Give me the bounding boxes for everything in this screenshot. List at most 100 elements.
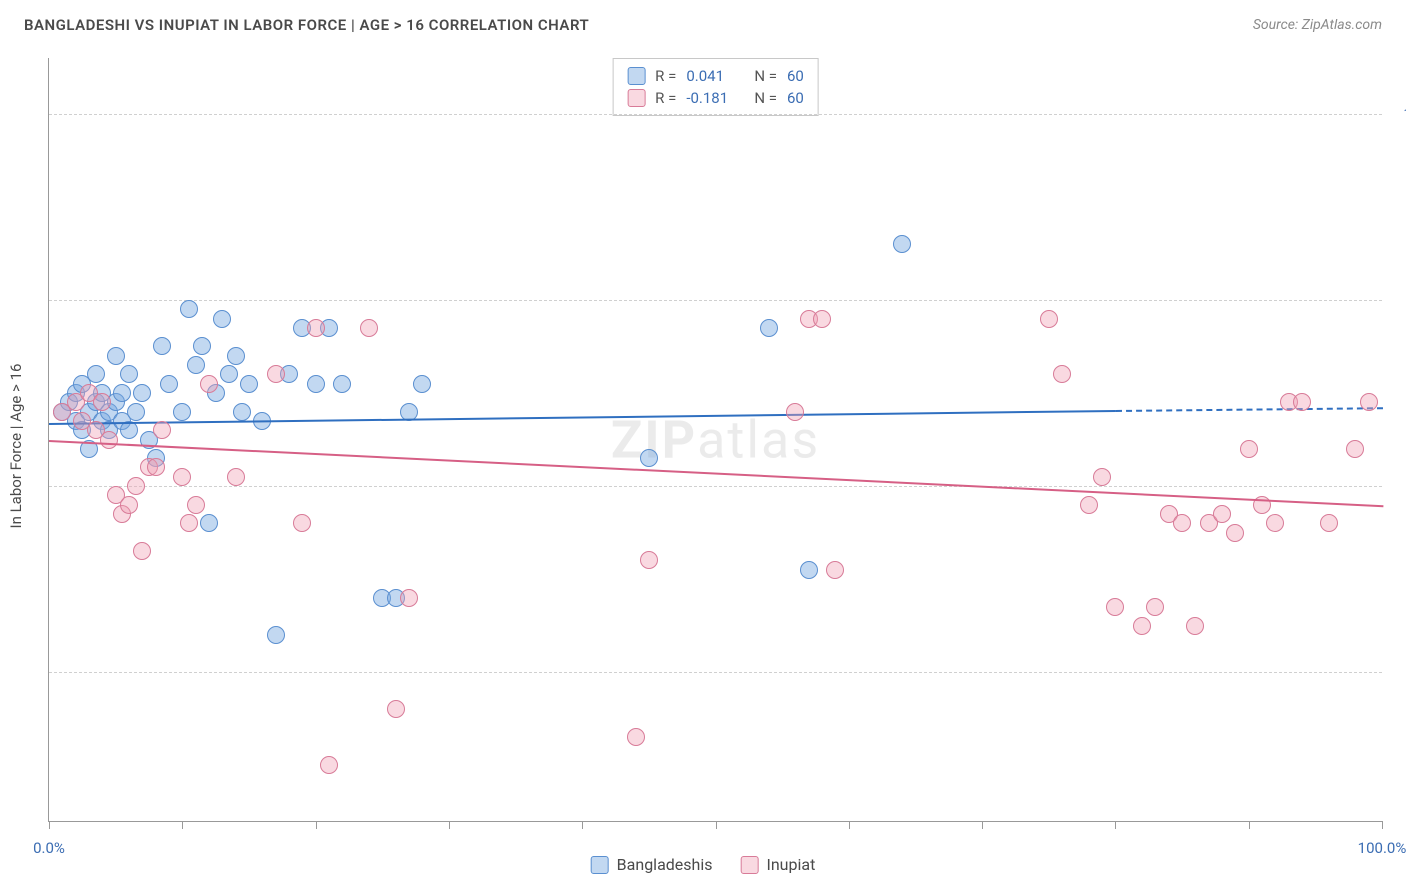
data-point	[333, 375, 351, 393]
data-point	[1293, 393, 1311, 411]
data-point	[1226, 524, 1244, 542]
data-point	[640, 449, 658, 467]
data-point	[227, 347, 245, 365]
data-point	[193, 337, 211, 355]
data-point	[893, 235, 911, 253]
data-point	[387, 700, 405, 718]
legend-swatch	[591, 856, 609, 874]
data-point	[813, 310, 831, 328]
data-point	[267, 365, 285, 383]
legend-item: Inupiat	[740, 855, 815, 874]
data-point	[1053, 365, 1071, 383]
data-point	[87, 365, 105, 383]
data-point	[120, 496, 138, 514]
data-point	[640, 551, 658, 569]
r-label: R =	[655, 67, 676, 85]
x-tick	[1249, 821, 1250, 829]
x-tick	[582, 821, 583, 829]
data-point	[1213, 505, 1231, 523]
r-value: 0.041	[686, 67, 738, 85]
trend-line	[49, 410, 1116, 425]
data-point	[180, 300, 198, 318]
data-point	[1360, 393, 1378, 411]
trend-line	[1116, 407, 1383, 412]
data-point	[1093, 468, 1111, 486]
data-point	[133, 384, 151, 402]
data-point	[1146, 598, 1164, 616]
gridline	[49, 300, 1382, 301]
data-point	[133, 542, 151, 560]
data-point	[173, 403, 191, 421]
data-point	[1133, 617, 1151, 635]
data-point	[100, 431, 118, 449]
data-point	[1080, 496, 1098, 514]
data-point	[1040, 310, 1058, 328]
data-point	[220, 365, 238, 383]
data-point	[187, 496, 205, 514]
n-value: 60	[787, 89, 804, 107]
x-tick	[49, 821, 50, 829]
data-point	[113, 384, 131, 402]
data-point	[1240, 440, 1258, 458]
legend-row: R = 0.041 N = 60	[627, 65, 804, 87]
x-tick	[849, 821, 850, 829]
data-point	[187, 356, 205, 374]
data-point	[627, 728, 645, 746]
data-point	[1346, 440, 1364, 458]
x-tick	[449, 821, 450, 829]
y-axis-label: In Labor Force | Age > 16	[7, 364, 25, 529]
gridline	[49, 672, 1382, 673]
data-point	[786, 403, 804, 421]
y-tick-label: 80.0%	[1392, 291, 1406, 309]
legend-label: Inupiat	[766, 855, 815, 874]
data-point	[307, 319, 325, 337]
trend-line	[49, 440, 1383, 507]
chart-title: BANGLADESHI VS INUPIAT IN LABOR FORCE | …	[24, 16, 589, 34]
x-tick	[982, 821, 983, 829]
data-point	[1186, 617, 1204, 635]
y-tick-label: 100.0%	[1392, 105, 1406, 123]
legend-item: Bangladeshis	[591, 855, 713, 874]
n-label: N =	[754, 67, 777, 85]
data-point	[293, 514, 311, 532]
data-point	[240, 375, 258, 393]
data-point	[153, 421, 171, 439]
data-point	[213, 310, 231, 328]
data-point	[1266, 514, 1284, 532]
x-tick-label: 0.0%	[33, 839, 65, 857]
legend-swatch	[627, 67, 645, 85]
y-tick-label: 40.0%	[1392, 663, 1406, 681]
gridline	[49, 486, 1382, 487]
data-point	[320, 756, 338, 774]
n-label: N =	[754, 89, 777, 107]
data-point	[307, 375, 325, 393]
series-legend: Bangladeshis Inupiat	[591, 855, 816, 874]
r-label: R =	[655, 89, 676, 107]
source-attribution: Source: ZipAtlas.com	[1253, 17, 1382, 33]
gridline	[49, 114, 1382, 115]
data-point	[1173, 514, 1191, 532]
legend-swatch	[627, 89, 645, 107]
data-point	[360, 319, 378, 337]
data-point	[1320, 514, 1338, 532]
legend-swatch	[740, 856, 758, 874]
data-point	[127, 403, 145, 421]
x-tick	[1115, 821, 1116, 829]
x-tick	[716, 821, 717, 829]
r-value: -0.181	[686, 89, 738, 107]
n-value: 60	[787, 67, 804, 85]
data-point	[93, 393, 111, 411]
data-point	[400, 589, 418, 607]
data-point	[760, 319, 778, 337]
correlation-legend: R = 0.041 N = 60 R = -0.181 N = 60	[612, 58, 819, 116]
data-point	[233, 403, 251, 421]
x-tick	[316, 821, 317, 829]
data-point	[153, 337, 171, 355]
data-point	[227, 468, 245, 486]
data-point	[267, 626, 285, 644]
data-point	[120, 365, 138, 383]
x-tick	[1382, 821, 1383, 829]
data-point	[173, 468, 191, 486]
scatter-chart: ZIPatlas R =0.041N =60R =-0.181N =60 40.…	[48, 58, 1382, 822]
data-point	[147, 458, 165, 476]
